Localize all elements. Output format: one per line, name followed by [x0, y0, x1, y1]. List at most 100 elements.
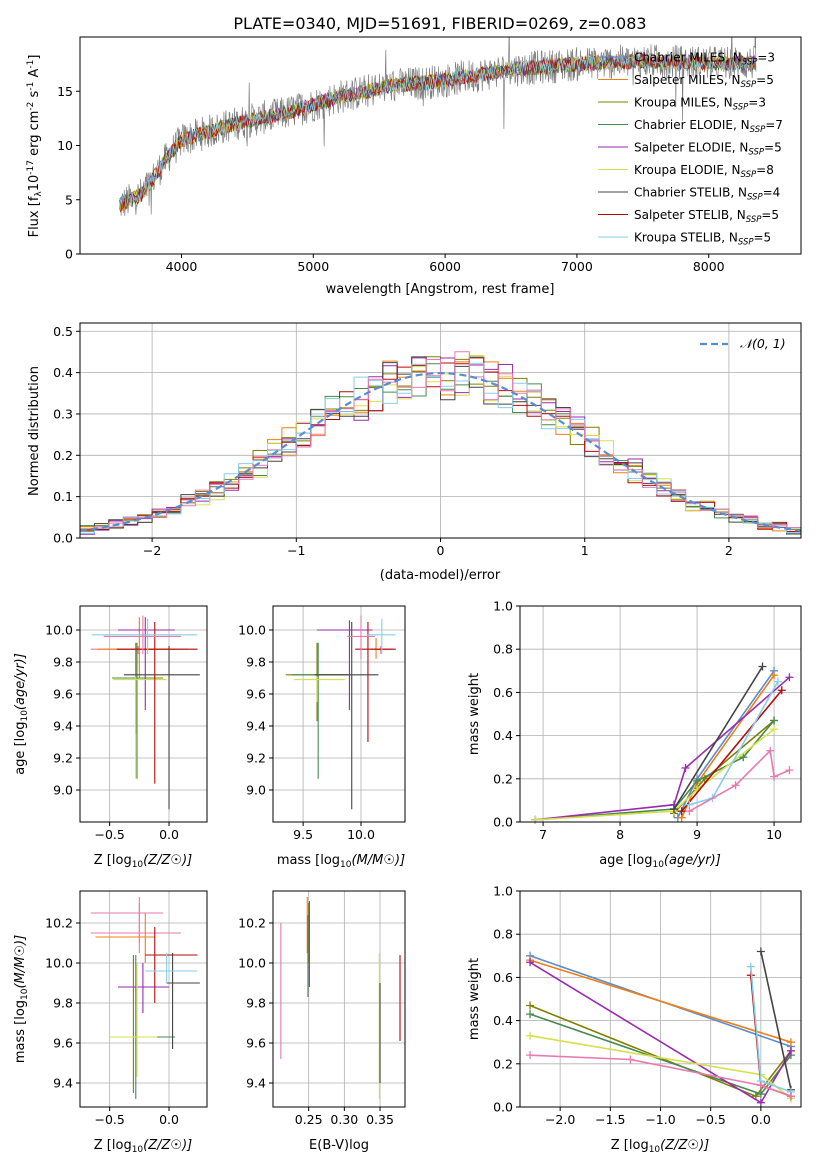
mass-vs-ebv-panel: 0.25 0.30 0.35 9.4 9.6 9.8 10.0 10.2 E(B-V)log — [238, 890, 406, 1153]
legend-entry: Kroupa MILES, NSSP=3 — [634, 96, 766, 113]
x-tick-label: 10 — [766, 827, 782, 842]
y-tick-label: 9.0 — [246, 783, 266, 798]
mass-weight-series — [535, 728, 775, 821]
y-tick-label: 9.0 — [53, 783, 73, 798]
x-tick-label: 0.0 — [159, 1112, 179, 1127]
x-tick-label: 0 — [437, 543, 445, 558]
y-tick-label: 9.6 — [246, 687, 266, 702]
x-tick-label: −2 — [143, 543, 161, 558]
y-axis-label: mass weight — [467, 958, 482, 1040]
data-point — [773, 677, 782, 686]
data-point — [531, 815, 540, 824]
data-point — [526, 958, 535, 967]
mass-weight-series — [760, 951, 792, 1090]
y-tick-label: 0.4 — [53, 365, 73, 380]
y-tick-label: 9.4 — [53, 719, 73, 734]
x-tick-label: −1.0 — [645, 1112, 675, 1127]
mass-vs-metallicity-panel: −0.5 0.0 9.4 9.6 9.8 10.0 10.2 Z [log10(Z/Z☉)] m… — [13, 890, 208, 1155]
x-tick-label: 5000 — [297, 259, 329, 274]
y-tick-label: 10.0 — [45, 623, 73, 638]
data-point — [756, 947, 765, 956]
y-tick-label: 0.0 — [493, 1100, 513, 1115]
data-point — [770, 671, 779, 680]
histogram-step — [80, 351, 801, 530]
y-tick-label: 5 — [65, 192, 73, 207]
x-tick-label: 0.25 — [295, 1112, 323, 1127]
x-tick-label: 10.0 — [347, 827, 375, 842]
x-tick-label: 7 — [539, 827, 547, 842]
x-axis-label: (data-model)/error — [380, 568, 501, 583]
data-point — [756, 1081, 765, 1090]
y-axis-label: Normed distribution — [27, 366, 42, 496]
y-tick-label: 0.5 — [53, 324, 73, 339]
data-point — [731, 781, 740, 790]
y-tick-label: 9.2 — [53, 751, 73, 766]
y-tick-label: 0.3 — [53, 406, 73, 421]
y-tick-label: 9.8 — [53, 996, 73, 1011]
residual-histogram-panel: −2 −1 0 1 2 0.0 0.1 0.2 0.3 0.4 0.5 (data-model)/er… — [27, 322, 802, 583]
y-tick-label: 9.2 — [246, 751, 266, 766]
y-tick-label: 10.0 — [238, 623, 266, 638]
y-tick-label: 10 — [57, 138, 73, 153]
data-point — [739, 753, 748, 762]
mass-weight-vs-metallicity-panel: −2.0 −1.5 −1.0 −0.5 0.0 0.0 0.2 0.4 0.6 0.8 1.0 Z [… — [467, 884, 802, 1155]
x-axis-label: mass [log10(M/M☉)] — [277, 853, 405, 870]
data-point — [669, 805, 678, 814]
mass-weight-series — [529, 1054, 792, 1097]
legend-entry: 𝒩(0, 1) — [740, 336, 786, 351]
x-tick-label: 0.30 — [330, 1112, 358, 1127]
data-point — [786, 1038, 795, 1047]
y-tick-label: 10.0 — [238, 956, 266, 971]
y-tick-label: 9.6 — [246, 1036, 266, 1051]
y-tick-label: 0.6 — [493, 685, 513, 700]
x-tick-label: −1.5 — [595, 1112, 625, 1127]
y-tick-label: 0.4 — [493, 1013, 513, 1028]
x-tick-label: −1 — [287, 543, 305, 558]
legend-entry: Salpeter MILES, NSSP=5 — [634, 73, 774, 90]
x-axis-label: Z [log10(Z/Z☉)] — [611, 1138, 709, 1155]
data-point — [770, 725, 779, 734]
mass-weight-series — [681, 689, 783, 812]
x-axis-label: age [log10(age/yr)] — [599, 853, 721, 870]
y-axis-label: mass [log10(M/M☉)] — [13, 935, 30, 1063]
axes-frame — [272, 890, 406, 1108]
spectrum-lines — [119, 37, 757, 217]
y-tick-label: 9.8 — [246, 996, 266, 1011]
y-tick-label: 9.4 — [53, 1076, 73, 1091]
y-tick-label: 9.8 — [246, 655, 266, 670]
x-tick-label: −0.5 — [94, 827, 124, 842]
x-tick-label: 1 — [581, 543, 589, 558]
data-point — [681, 764, 690, 772]
y-tick-label: 0 — [65, 247, 73, 262]
histogram-step — [80, 356, 801, 535]
x-tick-label: −0.5 — [94, 1112, 124, 1127]
data-point — [766, 746, 775, 755]
y-tick-label: 0.2 — [53, 448, 73, 463]
data-point — [526, 1031, 535, 1040]
y-tick-label: 0.0 — [53, 531, 73, 546]
x-tick-label: 4000 — [166, 259, 198, 274]
data-point — [685, 807, 694, 816]
y-tick-label: 0.0 — [493, 815, 513, 830]
y-tick-label: 9.4 — [246, 719, 266, 734]
data-point — [526, 1010, 535, 1019]
axes-frame — [79, 605, 208, 823]
mass-weight-series — [680, 674, 775, 819]
age-vs-metallicity-panel: −0.5 0.0 9.0 9.2 9.4 9.6 9.8 10.0 Z [log10(Z/Z☉)… — [13, 605, 208, 870]
legend-entry: Salpeter STELIB, NSSP=5 — [634, 208, 779, 225]
mass-weight-series — [529, 959, 792, 1043]
x-tick-label: 7000 — [561, 259, 593, 274]
y-axis-label: Flux [fλ​10-17​ erg cm-2​ s-1​ A-1​] — [26, 55, 44, 238]
x-axis-label: wavelength [Angstrom, rest frame] — [326, 282, 555, 297]
observed-spectrum — [119, 37, 757, 217]
model-spectrum — [119, 53, 756, 209]
data-point — [677, 807, 686, 816]
mass-weight-series — [535, 676, 791, 821]
data-point — [785, 766, 794, 775]
legend-entry: Kroupa ELODIE, NSSP=8 — [634, 163, 774, 180]
x-axis-label: E(B-V)log — [309, 1138, 369, 1153]
data-point — [526, 1051, 535, 1060]
mass-weight-series — [673, 666, 764, 810]
data-point — [786, 1046, 795, 1055]
y-tick-label: 10.2 — [238, 916, 266, 931]
